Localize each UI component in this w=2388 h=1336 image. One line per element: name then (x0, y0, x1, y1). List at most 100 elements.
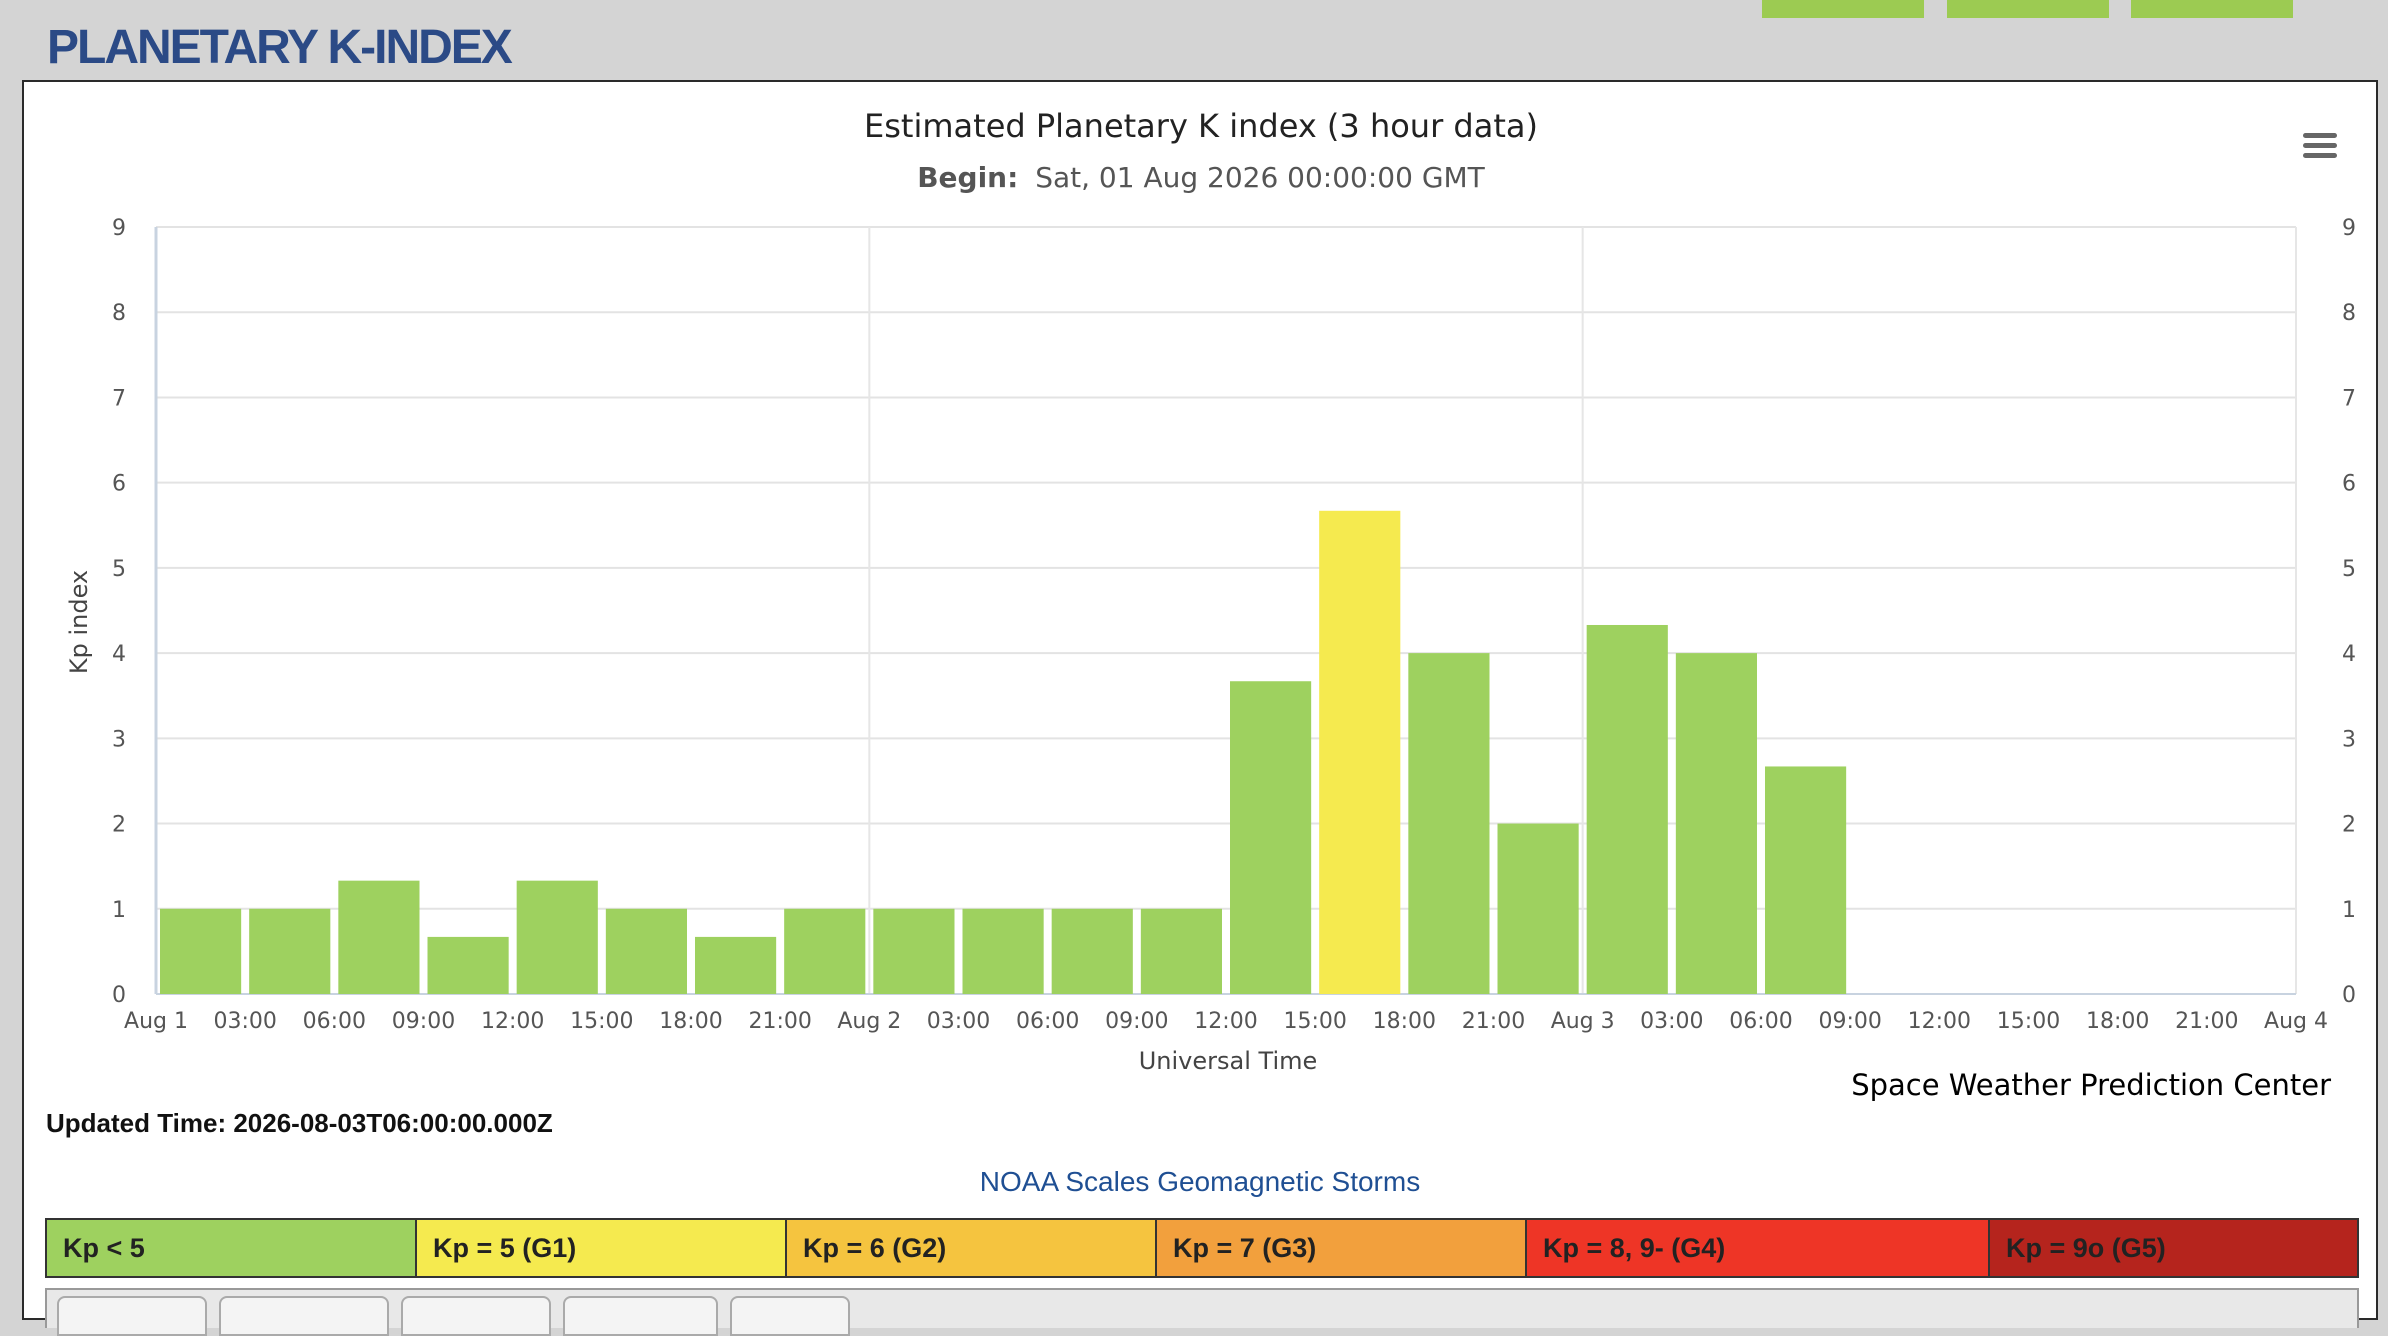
legend-item-g3: Kp = 7 (G3) (1157, 1220, 1527, 1276)
kp-bar[interactable] (427, 936, 509, 994)
tab-2[interactable] (219, 1296, 389, 1336)
top-nav-button-2[interactable] (1947, 0, 2109, 18)
kp-bar[interactable] (1051, 908, 1133, 994)
y-tick-label-left: 3 (112, 727, 126, 752)
y-tick-label-left: 2 (112, 813, 126, 838)
hamburger-menu-icon-line (2303, 143, 2337, 148)
y-axis-right: 0 1 2 3 4 5 6 7 8 9 (2342, 216, 2356, 1008)
kp-bar[interactable] (1765, 766, 1847, 994)
y-tick-label-left: 5 (112, 557, 126, 582)
kp-bar[interactable] (695, 936, 777, 994)
tabs-strip (45, 1288, 2359, 1336)
y-tick-label-right: 1 (2342, 898, 2356, 923)
subtitle-value: Sat, 01 Aug 2026 00:00:00 GMT (1035, 161, 1485, 194)
y-tick-label-left: 1 (112, 898, 126, 923)
x-tick-label: 21:00 (748, 1009, 811, 1034)
x-tick-label: 03:00 (1640, 1009, 1703, 1034)
tab-5[interactable] (730, 1296, 850, 1336)
kp-bar[interactable] (962, 908, 1044, 994)
kp-bar[interactable] (784, 908, 866, 994)
hamburger-menu-icon-line (2303, 153, 2337, 158)
y-tick-label-right: 6 (2342, 472, 2356, 497)
kp-bar[interactable] (338, 880, 420, 994)
x-tick-label: 21:00 (1462, 1009, 1525, 1034)
chart-title: Estimated Planetary K index (3 hour data… (864, 107, 1538, 145)
x-tick-label: Aug 1 (124, 1009, 188, 1034)
kp-bar[interactable] (605, 908, 687, 994)
y-tick-label-left: 4 (112, 642, 126, 667)
x-tick-label: 06:00 (1729, 1009, 1792, 1034)
y-tick-label-left: 9 (112, 216, 126, 241)
x-tick-label: 09:00 (392, 1009, 455, 1034)
updated-value: 2026-08-03T06:00:00.000Z (233, 1108, 553, 1138)
grid-lines (154, 226, 2297, 995)
x-axis-title: Universal Time (1139, 1047, 1318, 1075)
x-tick-label: 09:00 (1105, 1009, 1168, 1034)
x-tick-label: 15:00 (1997, 1009, 2060, 1034)
legend-item-g1: Kp = 5 (G1) (417, 1220, 787, 1276)
x-axis: Aug 1 03:00 06:00 09:00 12:00 15:00 18:00 21:00… (124, 1009, 2328, 1034)
x-tick-label: 09:00 (1818, 1009, 1881, 1034)
y-tick-label-right: 3 (2342, 727, 2356, 752)
x-tick-label: 15:00 (570, 1009, 633, 1034)
kp-bar[interactable] (516, 880, 598, 994)
updated-label: Updated Time: (46, 1108, 227, 1138)
page-header: PLANETARY K-INDEX (0, 0, 2388, 80)
y-tick-label-left: 6 (112, 472, 126, 497)
subtitle-label: Begin: (917, 161, 1018, 194)
chart-subtitle: Begin: Sat, 01 Aug 2026 00:00:00 GMT (917, 161, 1485, 194)
y-tick-label-right: 9 (2342, 216, 2356, 241)
hamburger-menu-icon (2303, 133, 2337, 138)
kp-bar[interactable] (1140, 908, 1222, 994)
kp-bar[interactable] (249, 908, 331, 994)
kp-bar[interactable] (1408, 653, 1490, 994)
x-tick-label: 06:00 (303, 1009, 366, 1034)
y-tick-label-right: 5 (2342, 557, 2356, 582)
kp-bar[interactable] (873, 908, 955, 994)
page-title: PLANETARY K-INDEX (47, 21, 513, 74)
kp-bar[interactable] (1230, 681, 1312, 994)
y-tick-label-right: 7 (2342, 386, 2356, 411)
x-tick-label: 15:00 (1283, 1009, 1346, 1034)
x-tick-label: Aug 3 (1551, 1009, 1615, 1034)
x-tick-label: 18:00 (1373, 1009, 1436, 1034)
x-tick-label: 21:00 (2175, 1009, 2238, 1034)
y-axis-left: 0 1 2 3 4 5 6 7 8 9 (112, 216, 126, 1008)
tab-4[interactable] (563, 1296, 718, 1336)
noaa-scales-link[interactable]: NOAA Scales Geomagnetic Storms (979, 1166, 1421, 1197)
tab-1[interactable] (57, 1296, 207, 1336)
kp-bar[interactable] (1319, 510, 1401, 994)
chart-panel: Estimated Planetary K index (3 hour data… (22, 80, 2378, 1336)
y-axis-title: Kp index (65, 570, 93, 674)
top-nav-button-3[interactable] (2131, 0, 2293, 18)
y-tick-label-right: 8 (2342, 301, 2356, 326)
y-tick-label-right: 4 (2342, 642, 2356, 667)
y-tick-label-right: 2 (2342, 813, 2356, 838)
legend-item-g5: Kp = 9o (G5) (1990, 1220, 2357, 1276)
kp-bar[interactable] (1497, 823, 1579, 994)
top-nav-button-1[interactable] (1762, 0, 1924, 18)
y-tick-label-left: 0 (112, 983, 126, 1008)
y-tick-label-left: 8 (112, 301, 126, 326)
bar-series (160, 510, 1847, 994)
x-tick-label: 03:00 (927, 1009, 990, 1034)
x-tick-label: 03:00 (213, 1009, 276, 1034)
kp-bar[interactable] (1675, 653, 1757, 994)
kp-bar-chart: Estimated Planetary K index (3 hour data… (65, 107, 2356, 1075)
tab-3[interactable] (401, 1296, 551, 1336)
x-tick-label: 12:00 (1908, 1009, 1971, 1034)
y-tick-label-left: 7 (112, 386, 126, 411)
x-tick-label: 18:00 (2086, 1009, 2149, 1034)
kp-bar[interactable] (160, 908, 242, 994)
kp-bar[interactable] (1586, 624, 1668, 994)
x-tick-label: Aug 4 (2264, 1009, 2328, 1034)
x-tick-label: 12:00 (1194, 1009, 1257, 1034)
chart-credit: Space Weather Prediction Center (1851, 1068, 2331, 1102)
x-tick-label: 06:00 (1016, 1009, 1079, 1034)
x-tick-label: Aug 2 (837, 1009, 901, 1034)
legend-item-g4: Kp = 8, 9- (G4) (1527, 1220, 1990, 1276)
updated-time: Updated Time: 2026-08-03T06:00:00.000Z (46, 1108, 553, 1139)
chart-menu-button[interactable] (2294, 128, 2346, 174)
legend-item-g2: Kp = 6 (G2) (787, 1220, 1157, 1276)
x-tick-label: 18:00 (659, 1009, 722, 1034)
